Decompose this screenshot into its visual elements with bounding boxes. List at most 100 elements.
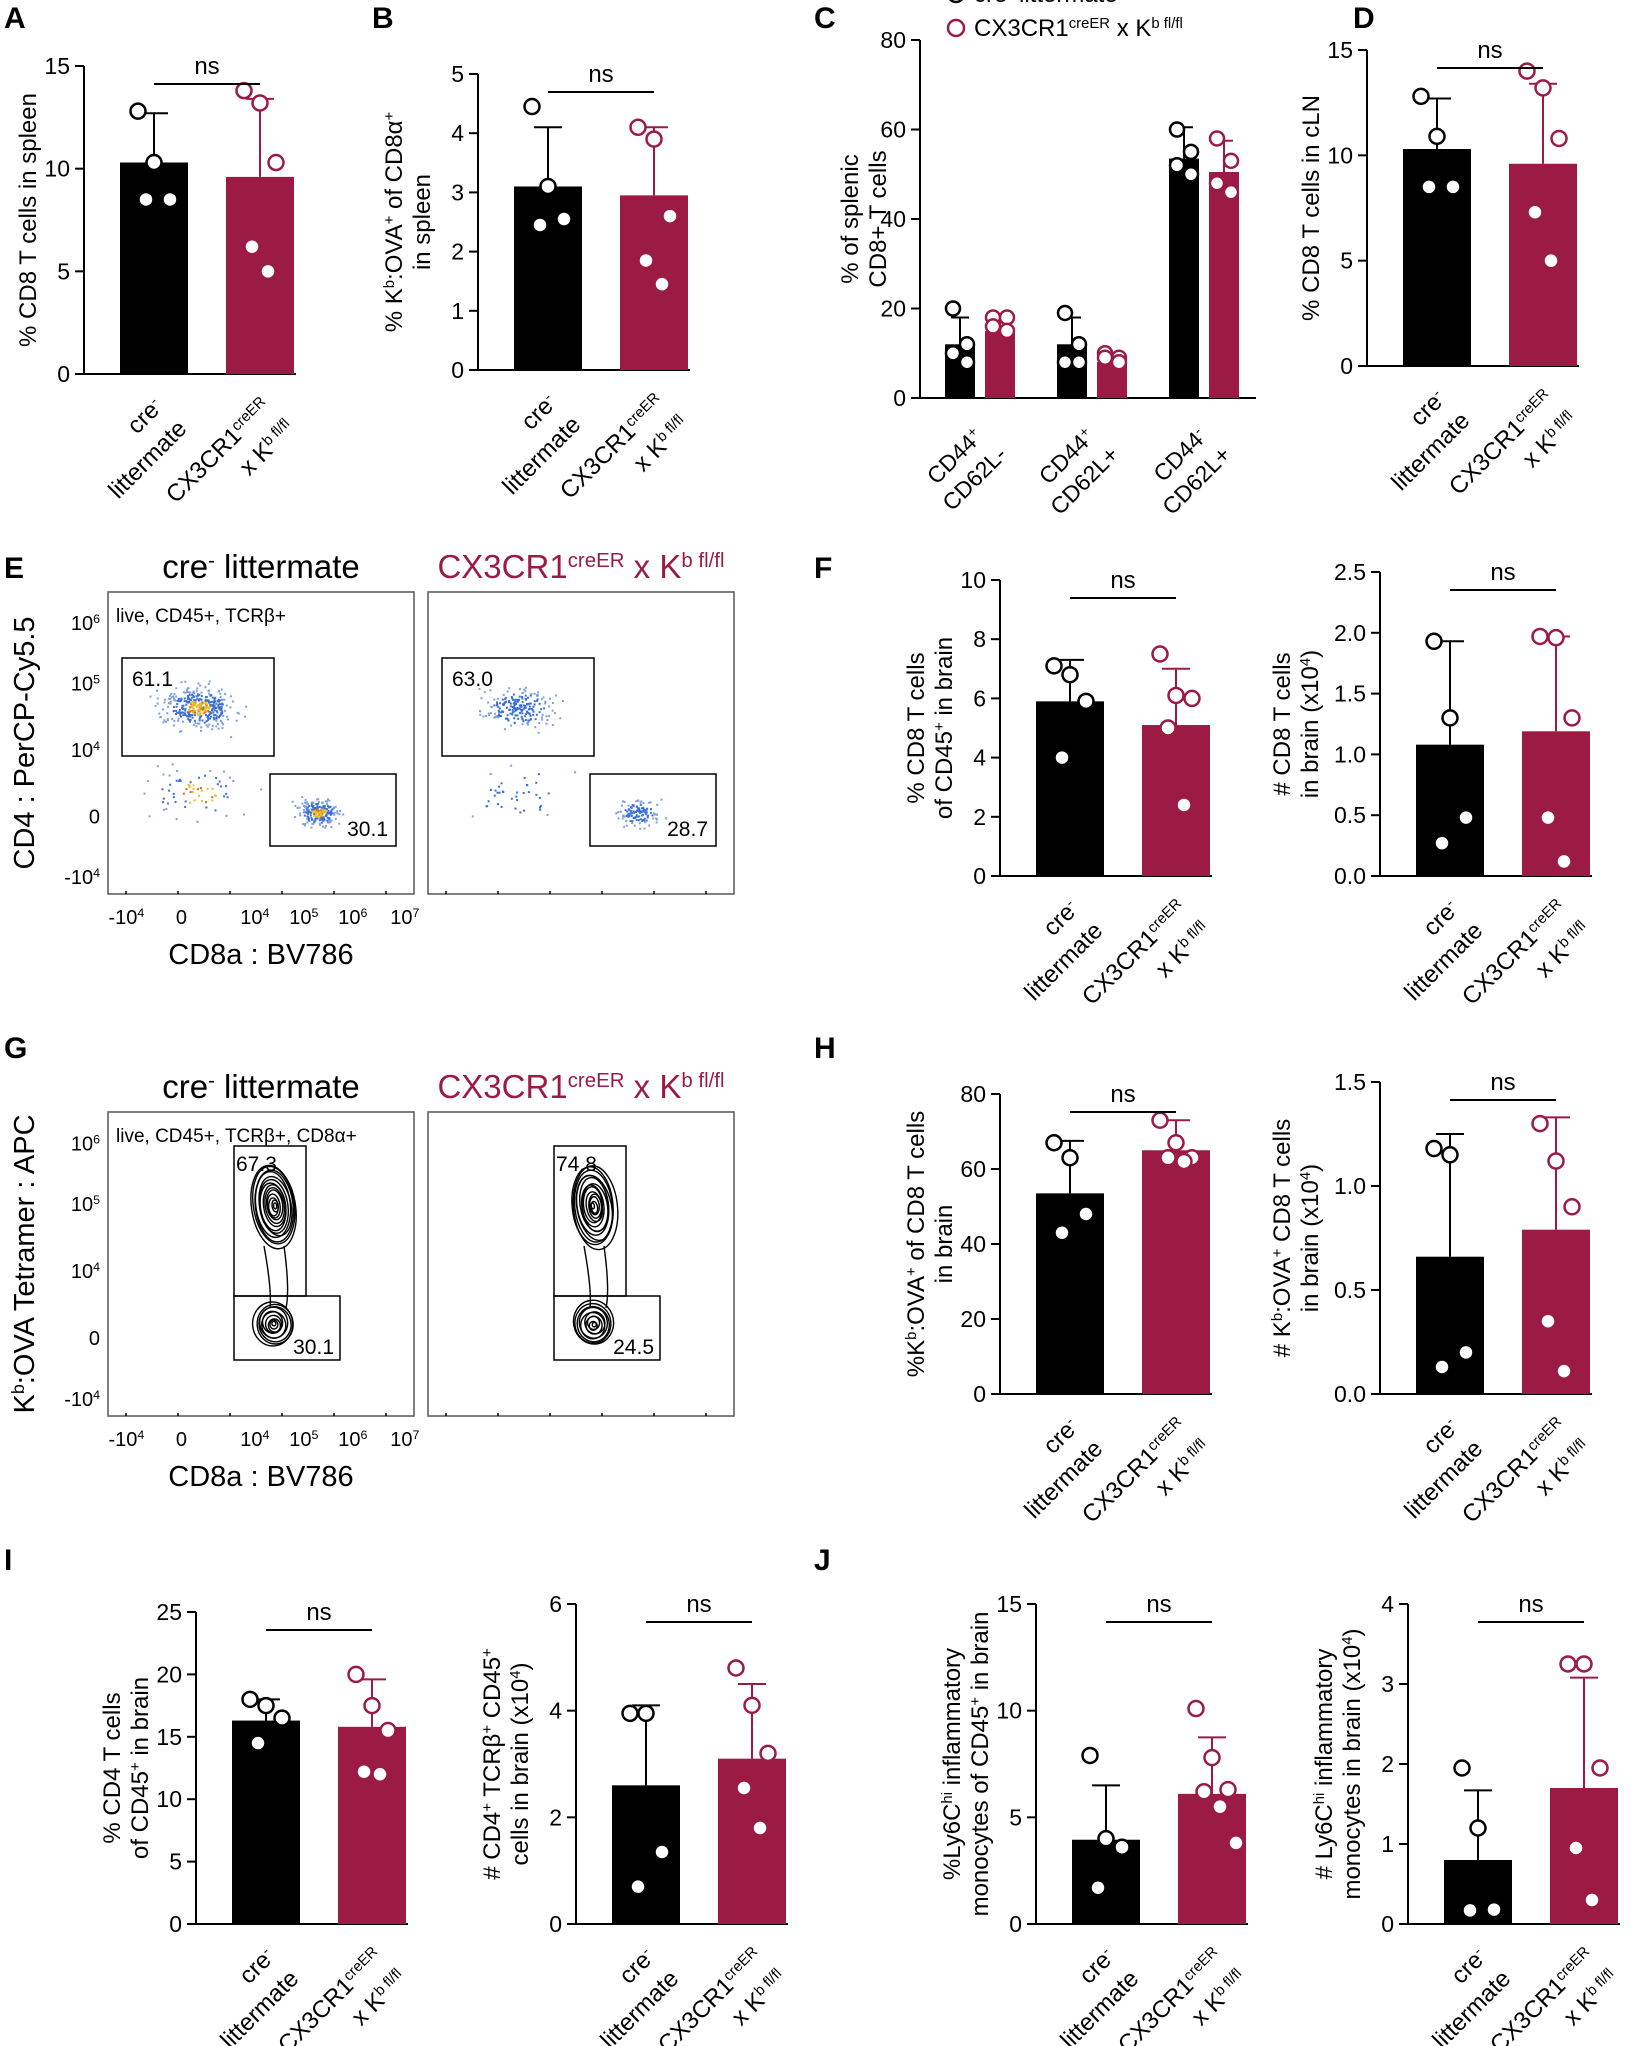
y-tick-label: -104 [64,1388,100,1411]
event-dot [665,817,668,820]
label-part: 0 [176,907,187,929]
event-dot [204,686,207,689]
data-point [1559,1655,1577,1673]
event-dot [652,817,655,820]
significance-label: ns [306,1599,331,1626]
event-dot [521,691,524,694]
event-dot [199,729,202,732]
label-part: monocytes in brain ( [1339,1683,1366,1899]
event-dot [189,701,192,704]
contour [258,1305,292,1343]
event-dot [205,709,208,712]
event-dot [313,810,316,813]
label-part: OVA [1269,1257,1296,1306]
data-point [661,207,679,225]
label-part: ) [1297,1164,1324,1172]
event-dot [175,779,178,782]
event-dot [636,807,639,810]
event-dot [188,715,191,718]
event-dot [242,813,245,816]
event-dot [324,826,327,829]
bar [232,1720,300,1924]
data-point [1061,665,1079,684]
label-part: 0 [176,1429,187,1451]
label-part: b fl/fl [1176,918,1210,952]
event-dot [182,792,185,795]
label-part: b [1270,1313,1286,1321]
event-dot [330,811,333,814]
event-dot [323,805,326,808]
y-axis-label: # Kb:OVA+ CD8 T cells [1269,1119,1296,1357]
event-dot [193,699,196,702]
event-dot [518,688,521,691]
label-part: Ly6C [1311,1804,1338,1859]
event-dot [302,811,305,814]
event-dot [193,799,196,802]
event-dot [327,812,330,815]
y-tick-label: 2 [1381,1751,1394,1777]
data-point [944,300,962,317]
event-dot [194,702,197,705]
event-dot [211,724,214,727]
event-dot [179,730,182,733]
event-dot [536,698,539,701]
y-tick-label: 60 [960,1156,986,1182]
event-dot [509,702,512,705]
event-dot [654,817,657,820]
event-dot [172,792,175,795]
event-dot [319,809,322,812]
chart-F2: 0.0 0.5 1.0 1.5 2.0 2.5 # CD8 T cells in brain … [1269,559,1592,1010]
event-dot [326,819,329,822]
event-dot [630,810,633,813]
event-dot [211,799,214,802]
label-part: creER [1525,896,1566,937]
event-dot [188,720,191,723]
event-dot [649,801,652,804]
event-dot [205,806,208,809]
event-dot [191,700,194,703]
event-dot [223,795,226,798]
event-dot [211,787,214,790]
data-point [1211,1797,1229,1816]
event-dot [172,695,175,698]
event-dot [541,713,544,716]
data-point [653,1843,671,1861]
event-dot [291,800,294,803]
event-dot [544,702,547,705]
bar [1209,172,1239,398]
event-dot [198,717,201,720]
event-dot [206,787,209,790]
event-dot [198,709,201,712]
data-point [1441,1146,1459,1164]
data-point [145,153,163,172]
data-point [1563,709,1581,727]
y-tick-label: 0.0 [1334,1381,1366,1407]
contour [591,1321,597,1328]
data-point [129,102,147,120]
panel-letter: A [4,2,26,35]
data-point [1167,1134,1185,1152]
event-dot [623,815,626,818]
event-dot [195,725,198,728]
event-dot [222,770,225,773]
data-point [1567,1839,1585,1857]
y-axis-label: %Kb:OVA+ of CD8 T cells [903,1111,930,1377]
event-dot [232,779,235,782]
contour [267,1318,282,1333]
y-tick-label: 80 [960,1081,986,1107]
event-dot [328,799,331,802]
data-point [1183,689,1201,708]
event-dot [199,705,202,708]
event-dot [209,711,212,714]
event-dot [496,716,499,719]
event-dot [198,693,201,696]
event-dot [224,693,227,696]
data-point [1433,834,1451,852]
label-part: inflammatory [1311,1649,1338,1793]
event-dot [305,802,308,805]
event-dot [498,707,501,710]
event-dot [294,816,297,819]
event-dot [533,703,536,706]
